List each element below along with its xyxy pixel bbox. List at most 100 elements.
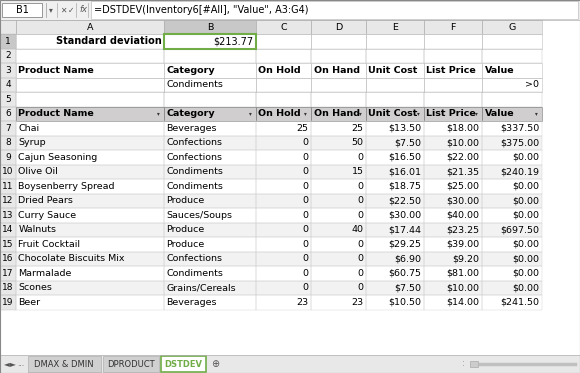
Bar [103,356,158,372]
Bar [0,63,16,78]
Bar [0,208,16,223]
Bar [482,34,542,48]
Bar [482,92,542,107]
Text: ▾: ▾ [249,111,251,116]
Text: $16.01: $16.01 [389,167,422,176]
Text: 0: 0 [303,196,309,205]
Text: $0.00: $0.00 [513,240,539,249]
Text: ▾: ▾ [49,6,53,15]
Bar [366,34,424,48]
Bar [311,179,366,194]
Bar [256,150,311,164]
Bar [16,92,164,107]
Text: DSTDEV: DSTDEV [164,360,202,369]
Bar [366,92,424,107]
Bar [0,0,580,20]
Text: List Price: List Price [426,66,476,75]
Bar [164,63,256,78]
Bar [256,107,311,121]
Text: Unit Cost: Unit Cost [368,66,418,75]
Text: Product Name: Product Name [19,66,94,75]
Bar [366,78,424,92]
Bar [482,266,542,280]
Text: $10.50: $10.50 [389,298,422,307]
Text: G: G [509,22,516,31]
Bar [311,164,366,179]
Text: Marmalade: Marmalade [19,269,72,278]
Bar [2,3,42,17]
Bar [482,20,542,34]
Text: DMAX & DMIN: DMAX & DMIN [34,360,94,369]
Bar [256,92,311,107]
Text: 50: 50 [351,138,364,147]
Bar [164,194,256,208]
Bar [311,92,366,107]
Text: ◄: ◄ [4,360,10,369]
Bar [16,208,164,223]
Bar [256,164,311,179]
Bar [256,34,311,48]
Bar [256,194,311,208]
Bar [424,107,482,121]
Text: $0.00: $0.00 [513,254,539,263]
Bar [424,295,482,310]
Text: $0.00: $0.00 [513,269,539,278]
Text: $18.00: $18.00 [447,124,480,133]
Text: Condiments: Condiments [166,182,223,191]
Bar [164,78,256,92]
Bar [164,295,256,310]
Bar [0,295,16,310]
Bar [0,78,16,92]
Text: Chai: Chai [19,124,39,133]
Text: On Hand: On Hand [314,66,360,75]
Bar [164,223,256,237]
Text: 3: 3 [5,66,11,75]
Text: $0.00: $0.00 [513,196,539,205]
Text: $240.19: $240.19 [501,167,539,176]
Bar [16,150,164,164]
Bar [482,121,542,135]
Text: $697.50: $697.50 [501,225,539,234]
Bar [366,266,424,280]
Text: $22.50: $22.50 [389,196,422,205]
Text: $0.00: $0.00 [513,283,539,292]
Bar [16,194,164,208]
Text: ⊕: ⊕ [212,359,220,369]
Text: 5: 5 [5,95,11,104]
Text: B: B [207,22,213,31]
Text: 0: 0 [303,153,309,162]
Bar [482,135,542,150]
Bar [366,237,424,251]
Text: fx: fx [79,6,87,15]
Bar [16,34,164,48]
Bar [0,266,16,280]
Bar [2,3,42,17]
Bar [311,48,366,63]
Bar [164,208,256,223]
Bar [366,194,424,208]
Bar [164,121,256,135]
Text: $40.00: $40.00 [447,211,480,220]
Text: $17.44: $17.44 [389,225,422,234]
Bar [311,295,366,310]
Bar [311,266,366,280]
Text: On Hold: On Hold [259,66,301,75]
Bar [0,223,16,237]
Bar [16,164,164,179]
Text: 14: 14 [2,225,14,234]
Bar [0,92,16,107]
Bar [256,20,311,34]
Text: 15: 15 [351,167,364,176]
Bar [16,237,164,251]
Bar [424,223,482,237]
Bar [366,223,424,237]
Bar [256,237,311,251]
Bar [256,135,311,150]
Bar [366,150,424,164]
Text: 0: 0 [303,182,309,191]
Bar [366,295,424,310]
Text: $375.00: $375.00 [501,138,539,147]
Text: $21.35: $21.35 [447,167,480,176]
Bar [311,251,366,266]
Bar [16,150,164,164]
